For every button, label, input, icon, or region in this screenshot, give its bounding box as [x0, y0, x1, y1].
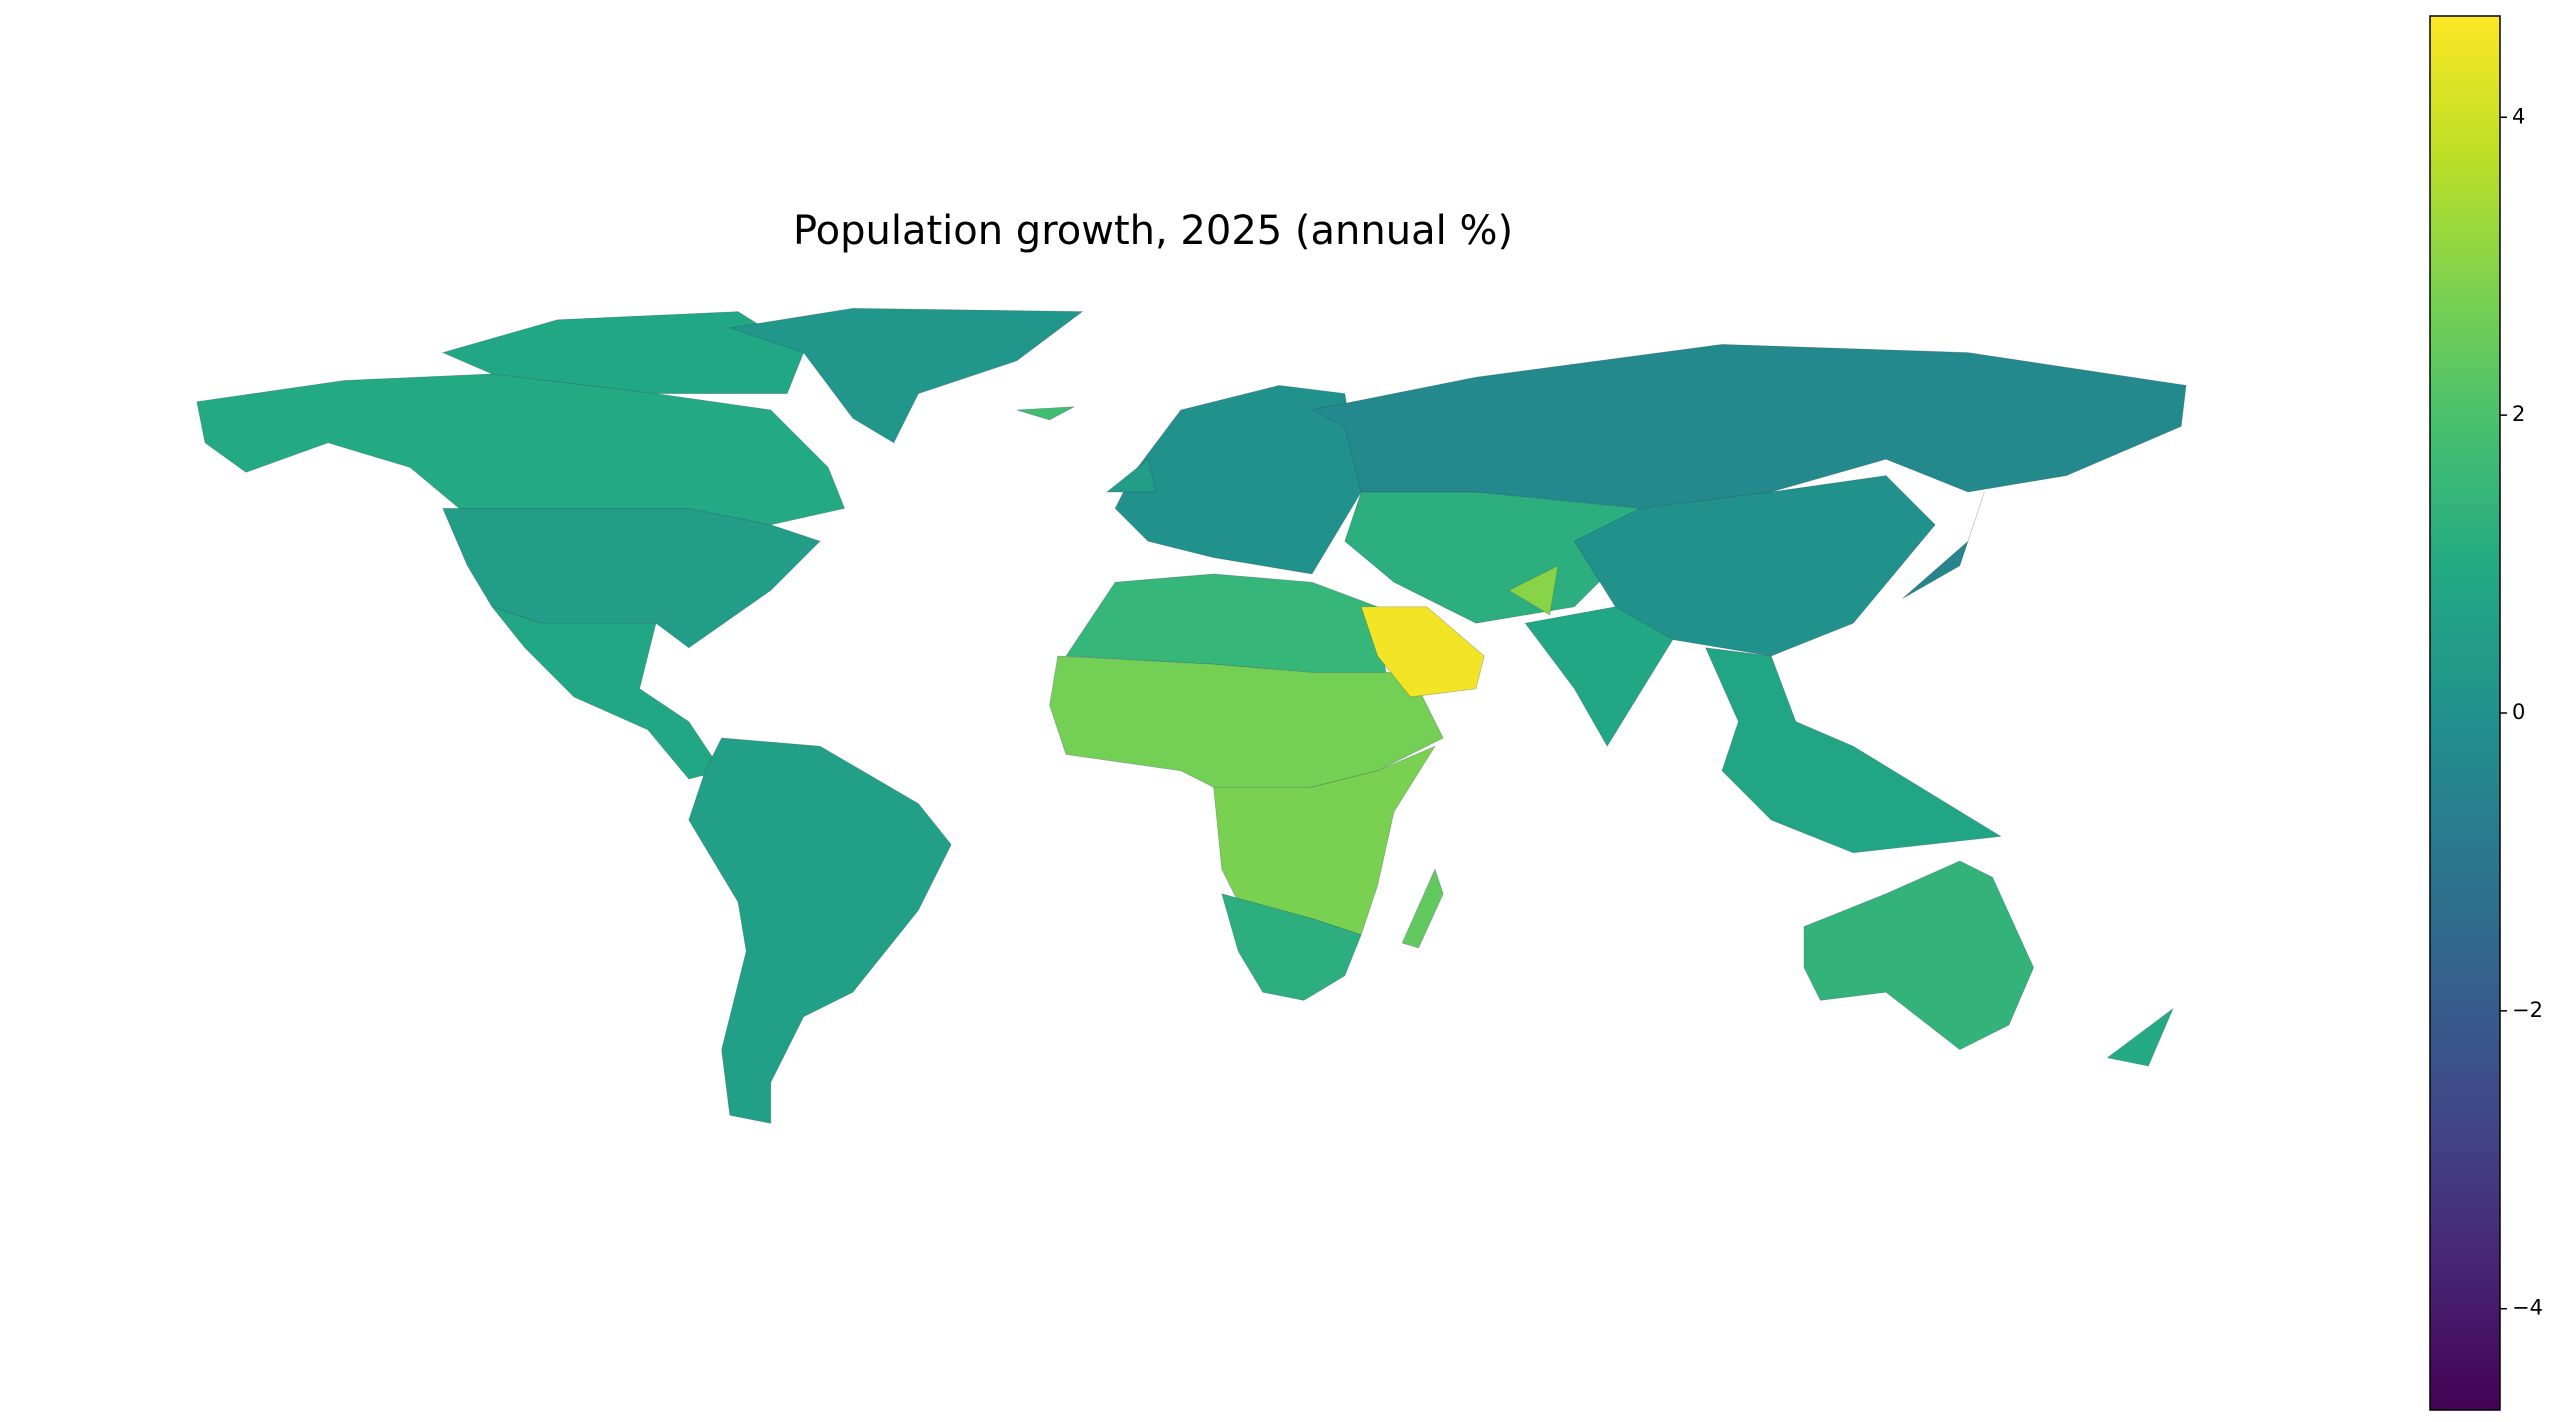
region — [1016, 406, 1075, 421]
region — [1344, 491, 1641, 624]
region — [1114, 385, 1362, 575]
colorbar-tick-label: 0 — [2512, 700, 2525, 724]
region — [1401, 868, 1444, 949]
region — [196, 373, 846, 526]
region — [1902, 491, 1985, 599]
chart-title: Population growth, 2025 (annual %) — [793, 208, 1513, 254]
region — [1508, 565, 1559, 616]
region — [1803, 860, 2034, 1050]
region — [2106, 1007, 2174, 1067]
region — [688, 737, 952, 1124]
region — [441, 311, 805, 394]
region — [442, 508, 821, 649]
region — [1360, 606, 1485, 698]
colorbar-tick-label: 2 — [2512, 402, 2525, 426]
region — [1310, 344, 2187, 509]
region — [1221, 893, 1362, 1001]
colorbar — [2429, 15, 2501, 1411]
colorbar-tick-label: 4 — [2512, 104, 2525, 128]
region — [1106, 458, 1157, 493]
region — [1524, 606, 1674, 747]
colorbar-tick-label: −2 — [2512, 998, 2543, 1022]
region — [1705, 647, 2002, 854]
region — [729, 307, 1084, 444]
region — [1065, 573, 1387, 673]
colorbar-tick-label: −4 — [2512, 1296, 2543, 1320]
map — [196, 307, 2187, 1124]
